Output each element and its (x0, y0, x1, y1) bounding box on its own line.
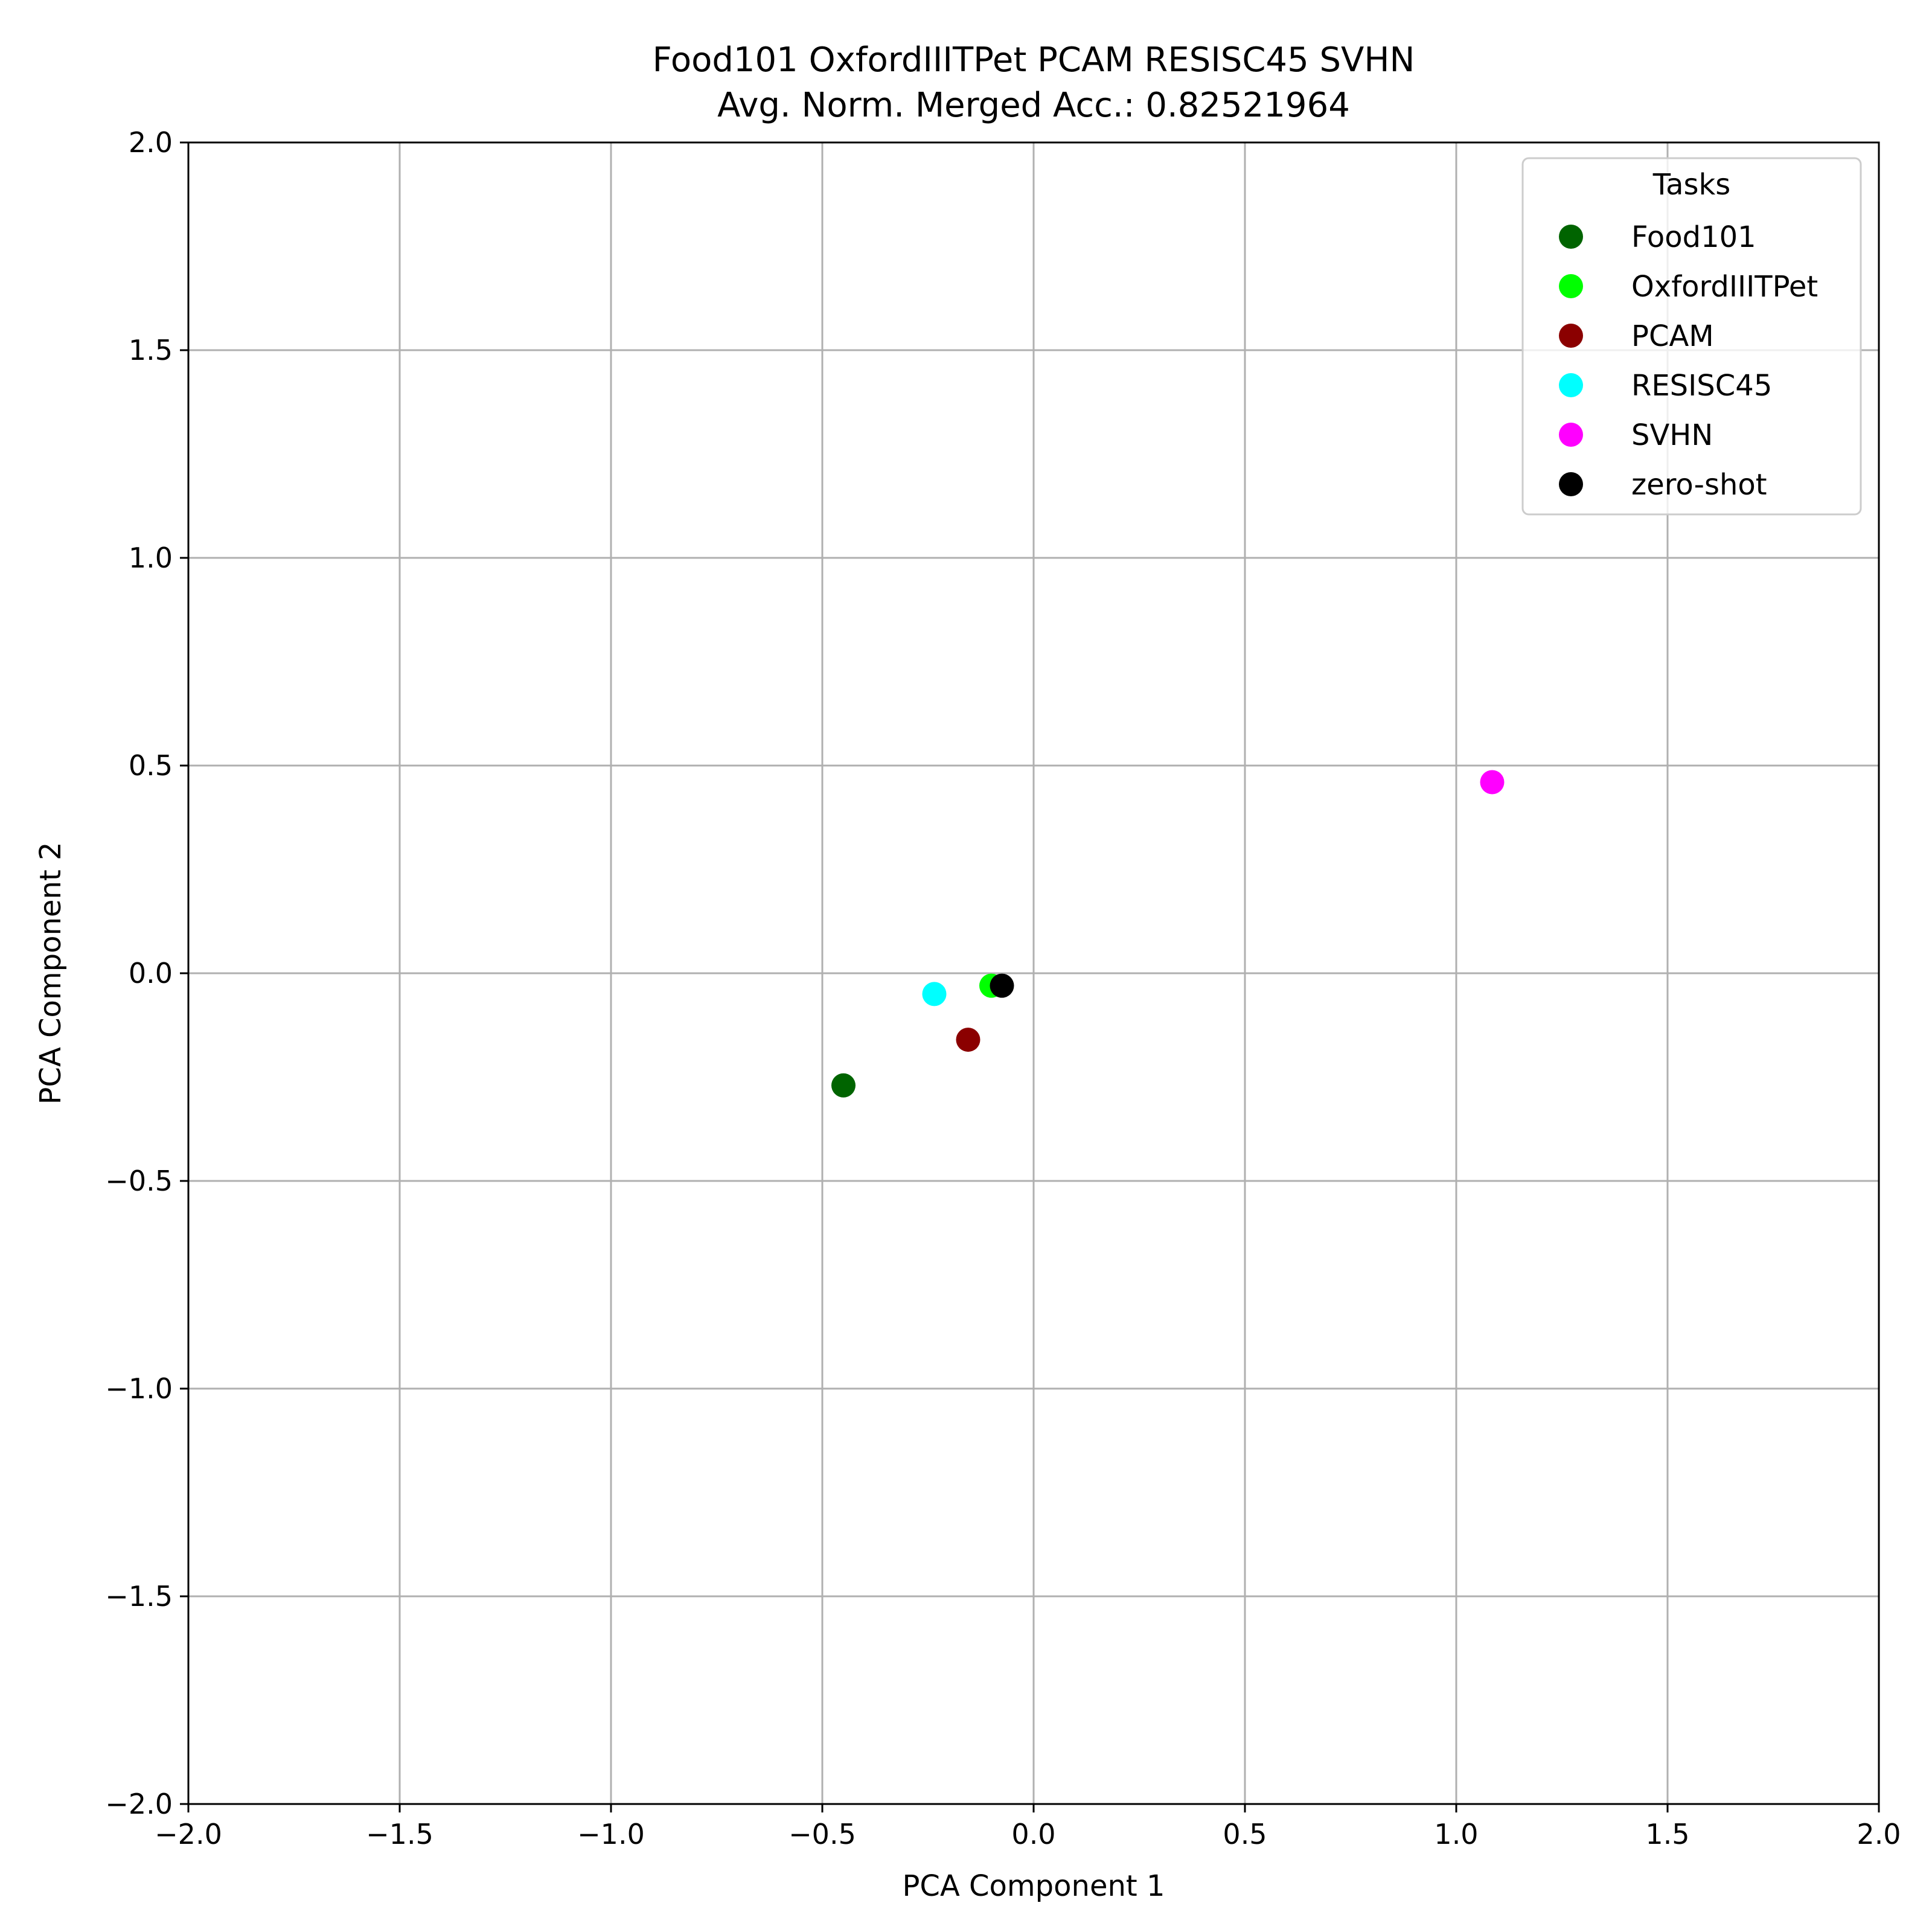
legend-label-svhn: SVHN (1631, 418, 1713, 452)
y-tick-label: 1.0 (129, 542, 173, 574)
chart-subtitle: Avg. Norm. Merged Acc.: 0.82521964 (717, 86, 1350, 125)
y-tick-label: −2.0 (105, 1788, 173, 1820)
legend-marker-svhn (1559, 423, 1583, 447)
legend-items: Food101 OxfordIIITPet PCAM RESISC45 SVHN zero… (1559, 220, 1818, 502)
x-tick-label: −1.0 (577, 1818, 645, 1850)
legend: Tasks Food101 OxfordIIITPet PCAM RESISC45 SV… (1521, 157, 1862, 516)
y-tick-label: −0.5 (105, 1165, 173, 1197)
legend-marker-oxfordiiitpet (1559, 274, 1583, 298)
x-tick-label: 1.0 (1434, 1818, 1478, 1850)
x-tick-label: −1.5 (366, 1818, 433, 1850)
y-tick-label: 2.0 (129, 126, 173, 159)
point-pcam (956, 1028, 980, 1052)
x-axis-label: PCA Component 1 (902, 1869, 1165, 1903)
y-axis-label: PCA Component 2 (34, 842, 68, 1104)
legend-label-zero-shot: zero-shot (1631, 468, 1767, 502)
axis-ticks: −2.0 −1.5 −1.0 −0.5 0.0 0.5 1.0 1.5 2.0 −2.0 −1.5 −… (105, 126, 1901, 1850)
x-tick-label: 0.5 (1223, 1818, 1267, 1850)
y-tick-label: 0.5 (129, 749, 173, 782)
y-tick-label: −1.0 (105, 1372, 173, 1405)
y-tick-label: 1.5 (129, 334, 173, 366)
x-tick-label: 2.0 (1857, 1818, 1901, 1850)
legend-label-resisc45: RESISC45 (1631, 369, 1772, 403)
x-tick-label: −2.0 (155, 1818, 222, 1850)
y-tick-label: 0.0 (129, 957, 173, 990)
point-food101 (831, 1073, 856, 1098)
x-tick-label: 0.0 (1011, 1818, 1055, 1850)
x-tick-label: −0.5 (788, 1818, 856, 1850)
point-zero-shot (990, 973, 1014, 998)
y-tick-label: −1.5 (105, 1580, 173, 1613)
point-resisc45 (922, 982, 947, 1006)
legend-marker-zero-shot (1559, 472, 1583, 496)
legend-marker-pcam (1559, 324, 1583, 348)
legend-marker-resisc45 (1559, 373, 1583, 397)
legend-title: Tasks (1652, 168, 1731, 202)
legend-box (1521, 157, 1862, 516)
chart-title: Food101 OxfordIIITPet PCAM RESISC45 SVHN (653, 40, 1415, 80)
legend-label-oxfordiiitpet: OxfordIIITPet (1631, 270, 1818, 304)
legend-label-pcam: PCAM (1631, 319, 1714, 353)
x-tick-label: 1.5 (1645, 1818, 1689, 1850)
legend-marker-food101 (1559, 225, 1583, 249)
point-svhn (1480, 770, 1505, 795)
legend-label-food101: Food101 (1631, 220, 1756, 254)
scatter-points (831, 770, 1505, 1098)
